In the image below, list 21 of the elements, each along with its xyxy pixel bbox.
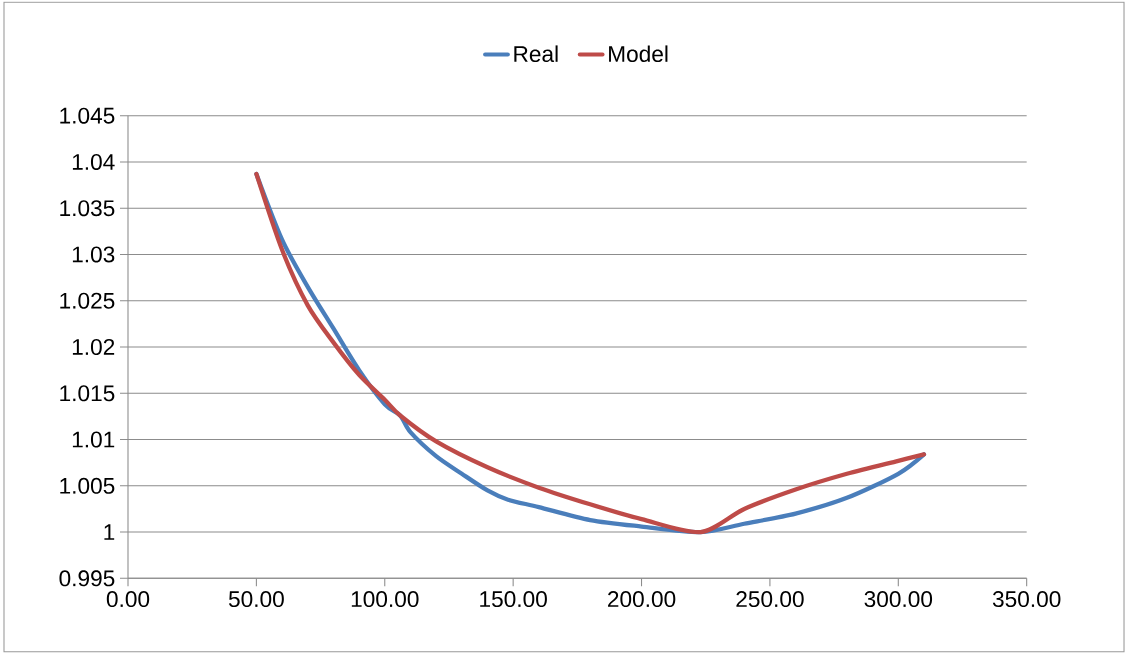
y-tick-label: 1 bbox=[104, 524, 115, 540]
y-tick-label: 0.995 bbox=[59, 570, 115, 587]
y-tick-label: 1.025 bbox=[60, 292, 115, 309]
y-tick-label: 1.045 bbox=[60, 107, 115, 124]
x-tick-label: 200.00 bbox=[608, 591, 676, 608]
y-tick-label: 1.04 bbox=[72, 153, 115, 170]
x-tick-label: 0.00 bbox=[106, 591, 150, 608]
x-tick-label: 150.00 bbox=[480, 591, 547, 608]
x-tick-label: 350.00 bbox=[992, 591, 1061, 608]
y-tick-label: 1.03 bbox=[72, 246, 115, 263]
y-tick-label: 1.02 bbox=[72, 338, 115, 356]
x-tick-label: 100.00 bbox=[351, 591, 419, 608]
x-tick-label: 50.00 bbox=[228, 591, 284, 608]
legend-label: Real bbox=[514, 45, 558, 63]
y-tick-label: 1.035 bbox=[60, 200, 115, 217]
y-tick-label: 1.005 bbox=[60, 477, 115, 494]
y-tick-label: 1.015 bbox=[60, 385, 115, 402]
x-tick-label: 250.00 bbox=[736, 591, 804, 608]
x-tick-label: 300.00 bbox=[864, 591, 933, 608]
y-tick-label: 1.01 bbox=[72, 431, 115, 448]
legend-label: Model bbox=[609, 45, 668, 63]
